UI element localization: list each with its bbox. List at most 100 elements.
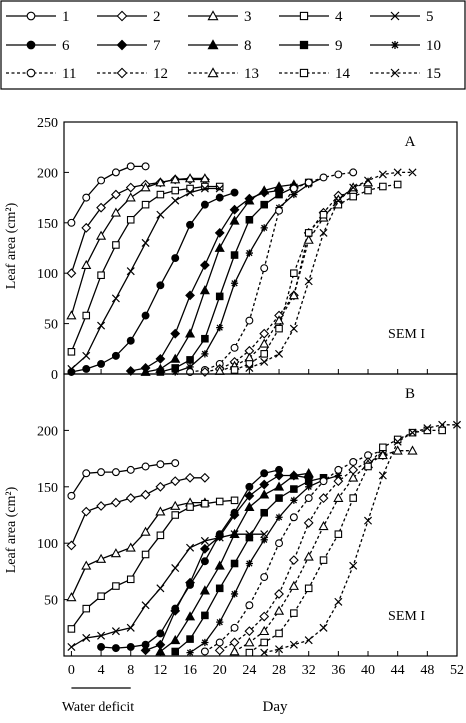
data-point <box>319 228 328 237</box>
data-point <box>155 481 166 492</box>
data-point <box>110 548 121 558</box>
data-point <box>260 536 268 544</box>
data-point <box>97 359 106 368</box>
data-point <box>259 479 270 490</box>
data-point <box>199 585 210 595</box>
data-point <box>378 471 387 480</box>
data-point <box>377 449 388 460</box>
data-point <box>199 285 210 295</box>
series-line <box>70 499 235 630</box>
data-point <box>244 626 255 637</box>
data-point <box>304 277 313 286</box>
legend-label: 11 <box>62 66 76 82</box>
data-point <box>230 188 239 197</box>
series-line <box>145 183 294 373</box>
data-point <box>97 592 105 601</box>
series-line <box>70 177 205 316</box>
data-point <box>185 472 195 483</box>
data-point <box>126 575 135 584</box>
series-1 <box>67 162 150 227</box>
data-point <box>288 580 299 590</box>
data-point <box>275 645 284 654</box>
x-tick-label: 12 <box>153 663 167 678</box>
legend-marker <box>299 11 309 21</box>
legend-marker <box>116 10 128 22</box>
series-3 <box>66 173 210 320</box>
data-point <box>126 623 135 632</box>
data-point <box>229 204 240 215</box>
data-point <box>199 472 210 483</box>
data-point <box>393 168 402 177</box>
data-point <box>290 609 298 617</box>
data-point <box>319 556 328 564</box>
data-point <box>186 356 194 364</box>
data-point <box>140 182 151 192</box>
data-point <box>125 493 136 503</box>
data-point <box>155 353 166 364</box>
data-point <box>82 364 91 373</box>
data-point <box>171 459 180 468</box>
data-point <box>200 200 209 209</box>
series-line <box>249 171 413 369</box>
series-9 <box>171 473 328 656</box>
data-point <box>259 328 270 339</box>
data-point <box>364 462 372 471</box>
legend-marker <box>390 68 400 78</box>
legend-item: 14 <box>279 66 351 82</box>
series-line <box>70 501 205 598</box>
data-point <box>200 184 209 193</box>
data-point <box>275 513 283 521</box>
data-point <box>260 200 268 209</box>
data-point <box>260 224 268 232</box>
data-point <box>273 181 285 191</box>
data-point <box>171 647 180 656</box>
data-point <box>126 643 135 651</box>
data-point <box>126 336 135 345</box>
data-point <box>81 222 92 233</box>
data-point <box>304 178 313 187</box>
data-point <box>214 242 225 252</box>
data-point <box>408 168 417 177</box>
data-point <box>318 521 329 531</box>
data-point <box>319 623 328 632</box>
data-point <box>141 462 150 471</box>
data-point <box>363 516 373 525</box>
legend-label: 8 <box>244 38 252 54</box>
panel-annotation: SEM I <box>388 609 425 624</box>
data-point <box>97 321 106 330</box>
data-point <box>111 644 120 653</box>
data-point <box>111 168 120 177</box>
data-point <box>186 543 195 552</box>
y-tick-label: 50 <box>44 594 58 609</box>
data-point <box>170 605 181 616</box>
data-point <box>170 476 181 487</box>
legend-item: 10 <box>370 38 441 54</box>
data-point <box>214 560 225 570</box>
data-point <box>111 351 120 360</box>
data-point <box>215 292 224 301</box>
data-point <box>171 511 180 519</box>
legend-item: 1 <box>6 9 70 25</box>
data-point <box>171 254 180 263</box>
data-point <box>334 465 343 474</box>
data-point <box>156 210 165 219</box>
data-point <box>97 631 106 640</box>
data-point <box>245 215 254 224</box>
data-point <box>349 458 358 466</box>
data-point <box>201 350 209 358</box>
data-point <box>229 646 240 656</box>
data-point <box>259 338 270 348</box>
data-point <box>244 195 255 205</box>
axes-labels: Leaf area (cm²) Leaf area (cm²) Day Wate… <box>4 202 288 715</box>
data-point <box>304 636 313 645</box>
data-point <box>184 611 196 621</box>
data-point <box>200 536 209 545</box>
legend-label: 9 <box>335 38 343 54</box>
data-point <box>288 290 299 300</box>
data-point <box>275 539 284 548</box>
legend-marker <box>116 67 128 79</box>
data-point <box>334 597 343 606</box>
data-point <box>110 207 121 217</box>
